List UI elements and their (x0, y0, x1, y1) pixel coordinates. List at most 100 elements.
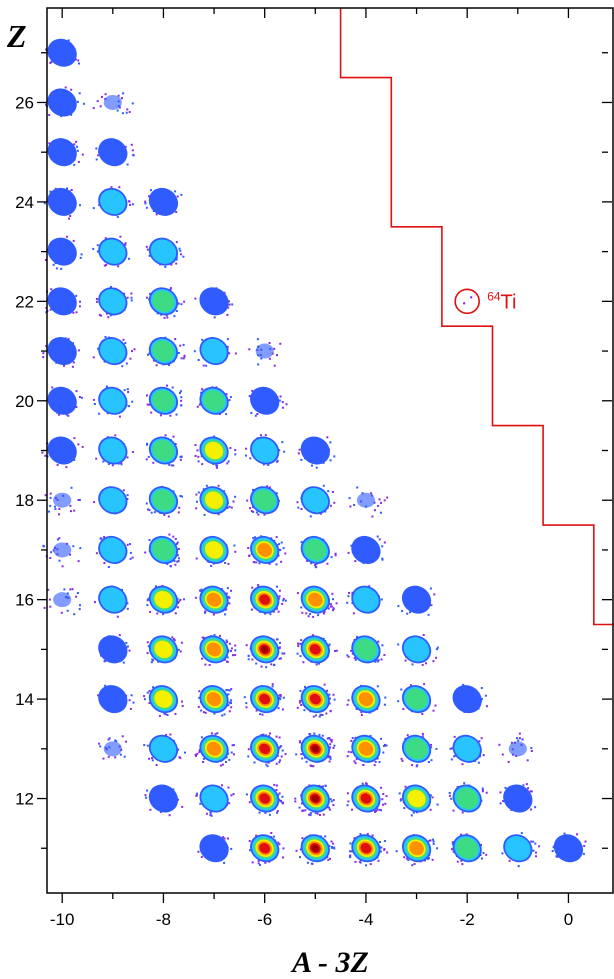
island-dot (280, 755, 283, 758)
island-dot (226, 641, 229, 643)
island-dot (395, 850, 398, 853)
island-dot (195, 507, 198, 510)
island-dot (356, 486, 359, 489)
island-blob (353, 587, 379, 612)
island-dot (96, 300, 98, 303)
island-dot (183, 300, 186, 303)
island-dot (403, 807, 406, 809)
island-dot (284, 753, 287, 756)
island-dot (312, 615, 315, 618)
island-dot (504, 786, 507, 789)
island-dot (432, 840, 435, 843)
island-dot (177, 352, 180, 354)
island-dot (147, 455, 150, 458)
island-dot (279, 698, 282, 701)
island (397, 634, 439, 666)
island-dot (334, 554, 337, 557)
island-dot (166, 714, 169, 716)
island (395, 834, 439, 867)
island-blob (148, 187, 179, 216)
island-dot (262, 733, 265, 736)
island-dot (298, 806, 301, 809)
island-dot (329, 756, 332, 759)
island-dot (451, 747, 453, 750)
island-dot (77, 560, 80, 563)
island-dot (50, 288, 53, 291)
island-dot (369, 734, 372, 737)
island-dot (306, 861, 309, 864)
island-dot (196, 405, 199, 408)
island-dot (256, 338, 259, 341)
island-dot (376, 535, 379, 538)
island-dot (401, 759, 404, 762)
island-dot (248, 801, 251, 804)
island-dot (99, 105, 102, 108)
island-blob (152, 489, 175, 511)
island-dot (148, 195, 151, 198)
island-dot (227, 306, 230, 309)
island-dot (177, 511, 180, 514)
island-dot (450, 758, 453, 761)
island-dot (263, 513, 266, 516)
island-dot (129, 707, 132, 710)
island (146, 635, 183, 664)
island (97, 684, 135, 714)
island-dot (350, 649, 353, 652)
island-dot (180, 303, 183, 306)
island (47, 386, 83, 417)
island-dot (250, 608, 253, 611)
island-dot (96, 100, 99, 103)
island-dot (255, 662, 258, 665)
island-dot (200, 736, 203, 739)
island-dot (174, 712, 177, 715)
island-dot (526, 759, 529, 762)
island-dot (259, 863, 261, 866)
island-dot (383, 745, 385, 747)
island-dot (305, 612, 308, 615)
island-dot (245, 702, 248, 705)
island-dot (327, 756, 330, 759)
island-dot (180, 193, 183, 196)
island-dot (93, 501, 96, 504)
island-dot (247, 755, 250, 758)
island-dot (257, 585, 260, 588)
island-dot (44, 259, 47, 261)
island-dot (383, 654, 386, 656)
island-dot (227, 786, 230, 789)
island-dot (301, 809, 304, 812)
island-dot (406, 734, 409, 737)
island-dot (330, 603, 332, 606)
island-dot (178, 247, 181, 250)
island-dot (225, 413, 228, 416)
island-dot (251, 389, 254, 392)
island-dot (227, 837, 229, 840)
island-dot (73, 458, 76, 461)
island-dot (79, 604, 81, 607)
island (92, 385, 134, 418)
island-dot (233, 544, 236, 547)
island-dot (380, 598, 383, 601)
island-dot (107, 463, 110, 465)
island-dot (359, 833, 362, 836)
island-dot (245, 454, 247, 457)
island-dot (65, 413, 68, 416)
island-dot (282, 547, 285, 550)
island-dot (103, 536, 106, 538)
y-tick-label: 16 (15, 591, 34, 610)
island (42, 337, 80, 368)
island-blob (456, 787, 479, 810)
island (243, 683, 285, 716)
island-dot (114, 756, 117, 759)
island-dot (174, 443, 177, 445)
island-dot (221, 714, 224, 717)
island-dot (234, 495, 237, 498)
island-dot (429, 587, 432, 590)
island-dot (421, 735, 424, 738)
island-dot (229, 701, 232, 704)
island-dot (427, 761, 430, 763)
island-dot (66, 187, 68, 190)
island-dot (278, 449, 281, 452)
island-dot (48, 114, 51, 116)
island-dot (326, 737, 329, 740)
island-dot (195, 493, 198, 496)
